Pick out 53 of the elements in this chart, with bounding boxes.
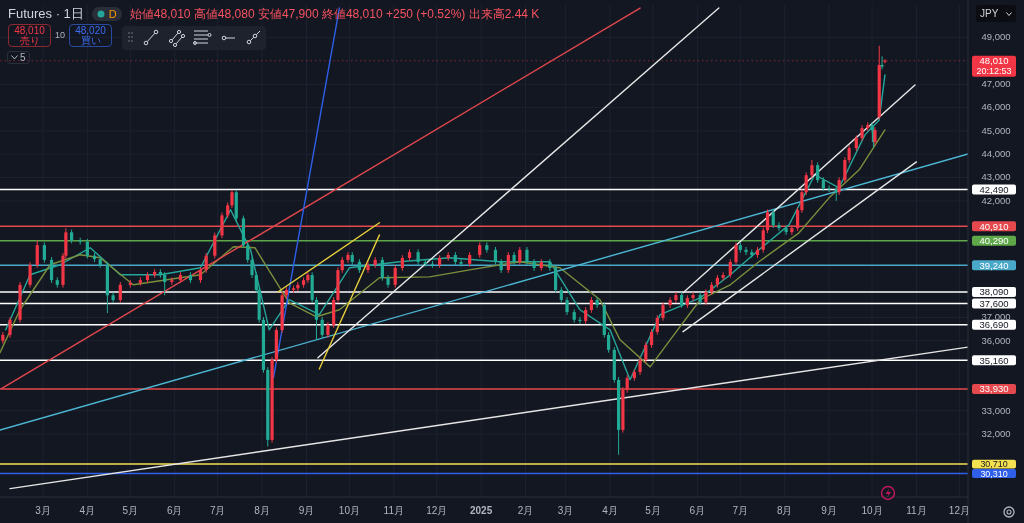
y-tick-label: 42,000 bbox=[981, 194, 1011, 206]
x-tick-label: 4月 bbox=[79, 505, 96, 516]
y-tick-label: 32,000 bbox=[981, 427, 1011, 439]
x-tick-label: 12月 bbox=[948, 505, 970, 516]
x-tick-label: 3月 bbox=[557, 505, 574, 516]
ref-line-label: 48,010 bbox=[979, 55, 1009, 67]
x-tick-label: 7月 bbox=[209, 505, 226, 516]
y-tick-label: 49,000 bbox=[981, 31, 1011, 43]
x-tick-label: 6月 bbox=[689, 505, 706, 516]
x-tick-label: 2月 bbox=[517, 505, 534, 516]
ref-line-label: 30,310 bbox=[980, 468, 1008, 479]
y-tick-label: 33,000 bbox=[981, 404, 1011, 416]
annotation: D bbox=[108, 8, 117, 20]
ref-line-label: 30,710 bbox=[980, 459, 1008, 470]
x-tick-label: 8月 bbox=[254, 505, 270, 516]
annotation: 10 bbox=[55, 30, 66, 40]
y-tick-label: 46,000 bbox=[981, 101, 1011, 113]
x-tick-label: 5月 bbox=[122, 505, 139, 516]
x-tick-label: 9月 bbox=[298, 505, 315, 516]
x-tick-label: 7月 bbox=[732, 505, 749, 516]
x-tick-label: 2025 bbox=[470, 505, 493, 516]
y-tick-label: 43,000 bbox=[981, 171, 1011, 183]
chart-title: Futures · 1日 bbox=[8, 5, 84, 23]
x-tick-label: 5月 bbox=[645, 505, 661, 516]
ref-line-label: 33,930 bbox=[979, 383, 1009, 395]
annotation: 48,020 bbox=[74, 25, 107, 36]
annotation: 売り bbox=[19, 35, 40, 46]
x-tick-label: 3月 bbox=[35, 505, 51, 516]
x-tick-label: 10月 bbox=[861, 505, 883, 516]
x-tick-label: 4月 bbox=[602, 505, 618, 516]
annotation: 48,010 bbox=[13, 25, 46, 36]
y-tick-label: 45,000 bbox=[981, 124, 1011, 136]
x-tick-label: 10月 bbox=[338, 505, 360, 516]
y-tick-label: 47,000 bbox=[981, 78, 1011, 90]
ref-line-label: 35,160 bbox=[979, 354, 1009, 366]
x-tick-label: 11月 bbox=[383, 505, 404, 516]
ref-line-label: 40,910 bbox=[979, 220, 1009, 232]
x-tick-label: 11月 bbox=[906, 505, 927, 516]
ref-line-label: 40,290 bbox=[979, 235, 1009, 247]
x-tick-label: 9月 bbox=[821, 505, 837, 516]
annotation: 5 bbox=[20, 52, 26, 63]
annotation: 買い bbox=[80, 35, 101, 46]
text: 20:12:53 bbox=[976, 65, 1012, 76]
text: JPY bbox=[980, 8, 999, 19]
x-tick-label: 6月 bbox=[166, 505, 183, 516]
x-tick-label: 12月 bbox=[426, 505, 448, 516]
ref-line-label: 37,600 bbox=[979, 297, 1009, 309]
x-tick-label: 8月 bbox=[776, 505, 793, 516]
ref-line-label: 42,490 bbox=[979, 183, 1009, 195]
y-tick-label: 36,000 bbox=[981, 334, 1011, 346]
y-tick-label: 44,000 bbox=[981, 148, 1011, 160]
ref-line-label: 39,240 bbox=[979, 259, 1009, 271]
ref-line-label: 38,090 bbox=[979, 286, 1009, 298]
